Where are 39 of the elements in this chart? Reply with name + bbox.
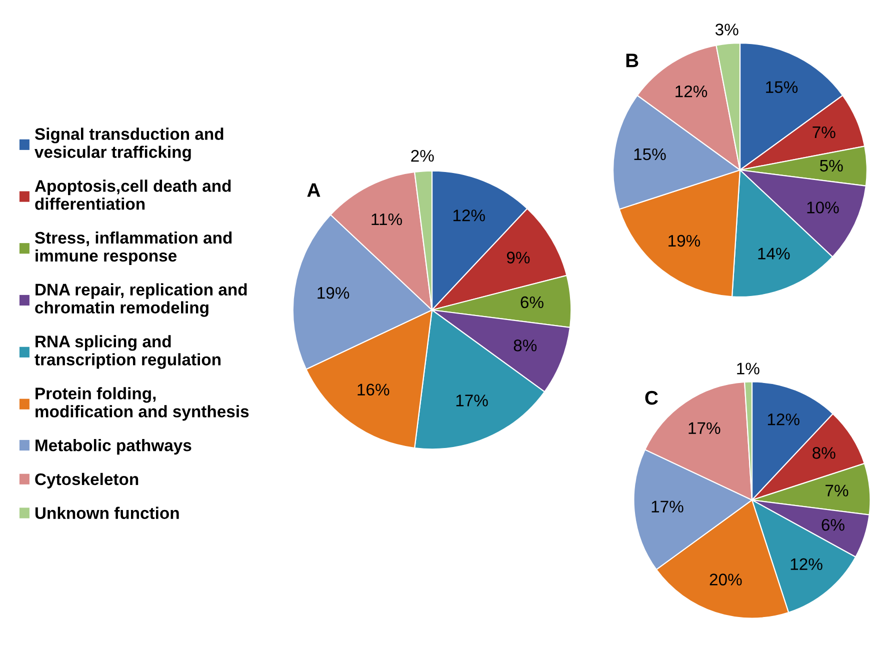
data-label: 12% bbox=[768, 414, 800, 426]
data-label: 1% bbox=[737, 362, 760, 374]
data-label: 12% bbox=[676, 85, 708, 98]
data-label: 8% bbox=[514, 340, 537, 352]
legend-label: DNA repair, replication and chromatin remodeling bbox=[35, 283, 247, 317]
legend-label: Cytoskeleton bbox=[35, 472, 138, 488]
data-label: 16% bbox=[358, 384, 390, 396]
text: B bbox=[626, 54, 638, 68]
data-label: 14% bbox=[758, 248, 790, 260]
legend-label: Stress, inflammation and immune response bbox=[34, 231, 232, 265]
legend-label: Apoptosis,cell death and differentiation bbox=[34, 180, 231, 210]
data-label: 3% bbox=[715, 24, 738, 36]
legend-label: RNA splicing and transcription regulation bbox=[34, 335, 220, 369]
legend-label: Signal transduction and vesicular trafficking bbox=[34, 128, 224, 162]
legend-label: Metabolic pathways bbox=[36, 439, 192, 455]
data-label: 5% bbox=[820, 160, 843, 172]
data-label: 12% bbox=[453, 210, 485, 222]
data-label: 19% bbox=[318, 287, 350, 299]
data-label: 19% bbox=[668, 234, 700, 247]
legend-label: Unknown function bbox=[35, 506, 179, 520]
text: C bbox=[645, 390, 658, 405]
data-label: 9% bbox=[506, 252, 530, 264]
data-label: 17% bbox=[652, 500, 684, 512]
data-label: 12% bbox=[790, 558, 822, 570]
data-label: 2% bbox=[411, 150, 434, 162]
data-label: 17% bbox=[456, 394, 488, 406]
data-label: 7% bbox=[812, 126, 836, 138]
data-label: 6% bbox=[822, 518, 844, 531]
data-label: 11% bbox=[372, 213, 402, 226]
text: A bbox=[307, 183, 320, 197]
data-label: 8% bbox=[812, 447, 836, 459]
legend-label: Protein folding, modification and synthesis bbox=[36, 387, 249, 421]
data-label: 17% bbox=[688, 422, 720, 434]
data-label: 20% bbox=[710, 574, 742, 586]
data-label: 7% bbox=[826, 484, 848, 496]
data-label: 15% bbox=[766, 81, 798, 94]
data-label: 10% bbox=[807, 202, 839, 214]
data-label: 15% bbox=[634, 148, 666, 160]
data-label: 6% bbox=[520, 296, 544, 308]
